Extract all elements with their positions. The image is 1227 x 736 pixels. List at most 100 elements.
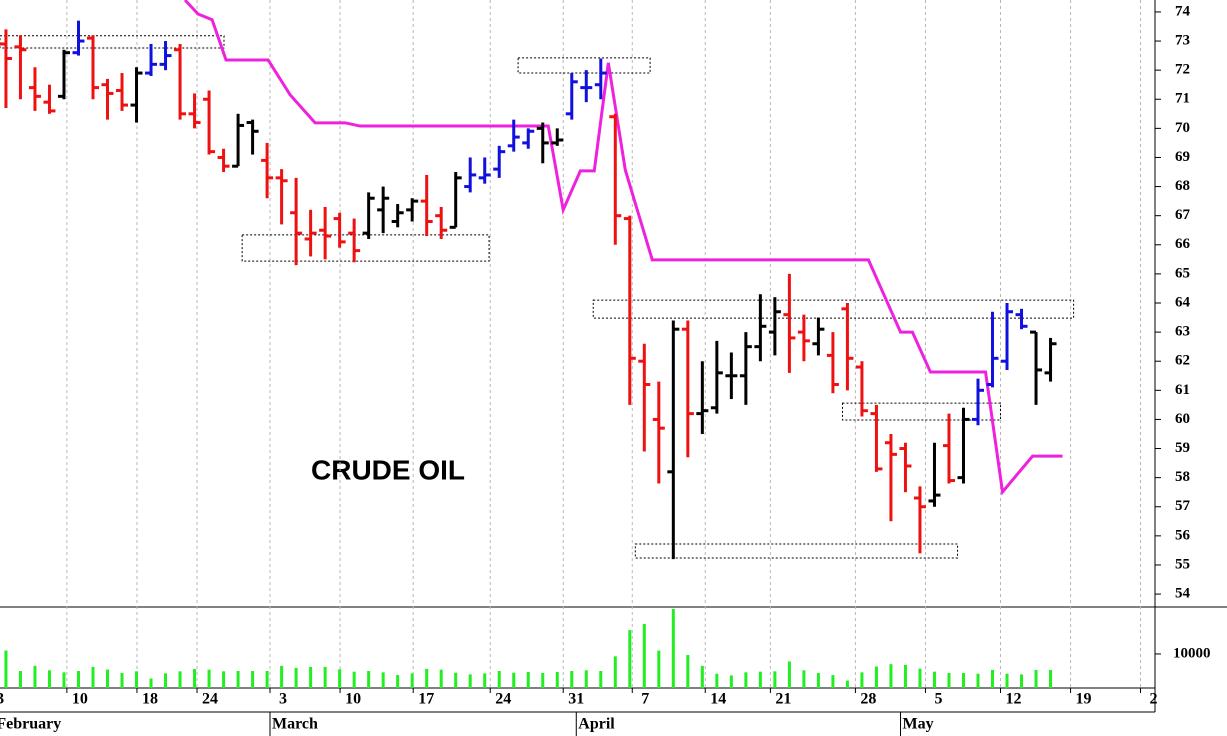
x-tick-label: 7 xyxy=(641,691,649,708)
x-tick-label: 24 xyxy=(495,691,511,708)
y-tick-label: 69 xyxy=(1175,149,1190,165)
volume-bar xyxy=(149,678,153,688)
volume-bar xyxy=(236,670,240,688)
volume-bar xyxy=(512,672,516,688)
month-label: May xyxy=(903,716,934,733)
y-tick-label: 73 xyxy=(1175,32,1190,48)
volume-bar xyxy=(193,668,197,688)
volume-bar xyxy=(294,667,298,688)
volume-bar xyxy=(642,624,646,688)
volume-bar xyxy=(352,671,356,688)
zone-box xyxy=(241,234,490,262)
volume-bar xyxy=(62,672,66,688)
y-tick-label: 61 xyxy=(1175,382,1190,398)
x-tick-label: 17 xyxy=(418,691,434,708)
volume-bar xyxy=(323,666,327,688)
volume-bar xyxy=(222,671,226,688)
volume-bar xyxy=(309,666,313,688)
x-tick-label: 10 xyxy=(72,691,88,708)
y-tick-label: 66 xyxy=(1175,236,1191,252)
x-tick-label: 18 xyxy=(142,691,158,708)
x-tick-label: 31 xyxy=(568,691,584,708)
volume-tick-label: 10000 xyxy=(1173,645,1211,661)
x-tick-label: 24 xyxy=(202,691,218,708)
x-tick-label: 3 xyxy=(279,691,287,708)
volume-bar xyxy=(106,669,110,688)
zone-box xyxy=(0,35,225,49)
volume-bar xyxy=(396,675,400,688)
volume-bar xyxy=(425,668,429,688)
volume-bar xyxy=(903,664,907,688)
annotation: CRUDE OIL xyxy=(311,454,465,485)
x-tick-label: 21 xyxy=(775,691,791,708)
volume-bar xyxy=(33,665,37,688)
volume-bar xyxy=(439,669,443,688)
volume-bar xyxy=(874,666,878,688)
volume-bar xyxy=(991,669,995,688)
volume-bar xyxy=(178,671,182,688)
volume-bar xyxy=(599,670,603,688)
month-label: February xyxy=(0,716,61,733)
volume-bar xyxy=(120,673,124,688)
y-tick-label: 58 xyxy=(1175,469,1190,485)
volume-bar xyxy=(976,673,980,688)
y-tick-label: 67 xyxy=(1175,207,1191,223)
y-tick-label: 68 xyxy=(1175,178,1190,194)
x-tick-label: 14 xyxy=(710,691,726,708)
volume-bar xyxy=(541,673,545,688)
volume-bar xyxy=(671,609,675,688)
zone-box xyxy=(634,543,959,559)
y-tick-label: 60 xyxy=(1175,411,1190,427)
month-label: March xyxy=(272,716,318,733)
price-plot xyxy=(0,0,1075,560)
y-tick-label: 56 xyxy=(1175,527,1191,543)
volume-bar xyxy=(483,673,487,688)
volume-bar xyxy=(700,665,704,688)
volume-bar xyxy=(744,672,748,688)
volume-bar xyxy=(845,680,849,688)
volume-bar xyxy=(918,668,922,688)
y-tick-label: 70 xyxy=(1175,120,1190,136)
volume-bar xyxy=(207,669,211,688)
volume-bar xyxy=(657,650,661,688)
volume-bar xyxy=(251,670,255,688)
volume-bar xyxy=(1020,674,1024,688)
volume-bar xyxy=(932,671,936,688)
y-tick-label: 65 xyxy=(1175,265,1190,281)
x-tick-label: 28 xyxy=(860,691,876,708)
volume-bar xyxy=(831,675,835,688)
y-tick-label: 62 xyxy=(1175,353,1190,369)
volume-bar xyxy=(802,670,806,688)
volume-bar xyxy=(584,670,588,688)
x-tick-label: 19 xyxy=(1076,691,1092,708)
volume-bar xyxy=(135,671,139,688)
volume-bar xyxy=(555,672,559,688)
x-tick-label: 10 xyxy=(345,691,361,708)
y-tick-label: 74 xyxy=(1175,3,1191,19)
volume-bar xyxy=(410,673,414,688)
zone-box xyxy=(841,402,1001,421)
y-tick-label: 64 xyxy=(1175,294,1191,310)
volume-bar xyxy=(367,670,371,688)
volume-bar xyxy=(787,661,791,688)
y-tick-label: 54 xyxy=(1175,586,1191,602)
volume-bar xyxy=(570,670,574,688)
volume-bar xyxy=(497,670,501,688)
month-label: April xyxy=(578,716,615,733)
volume-bar xyxy=(729,675,733,688)
volume-bar xyxy=(947,673,951,688)
volume-bar xyxy=(76,670,80,688)
volume-bar xyxy=(860,672,864,688)
volume-bar xyxy=(468,674,472,688)
volume-bar xyxy=(816,673,820,688)
y-tick-label: 72 xyxy=(1175,62,1190,78)
stop-line xyxy=(183,0,1063,496)
y-tick-label: 57 xyxy=(1175,498,1191,514)
volume-bar xyxy=(18,670,22,688)
volume-bar xyxy=(1034,669,1038,688)
y-tick-label: 63 xyxy=(1175,324,1190,340)
volume-bar xyxy=(628,630,632,688)
y-tick-label: 59 xyxy=(1175,440,1190,456)
volume-bar xyxy=(686,654,690,688)
zone-box xyxy=(592,299,1075,319)
